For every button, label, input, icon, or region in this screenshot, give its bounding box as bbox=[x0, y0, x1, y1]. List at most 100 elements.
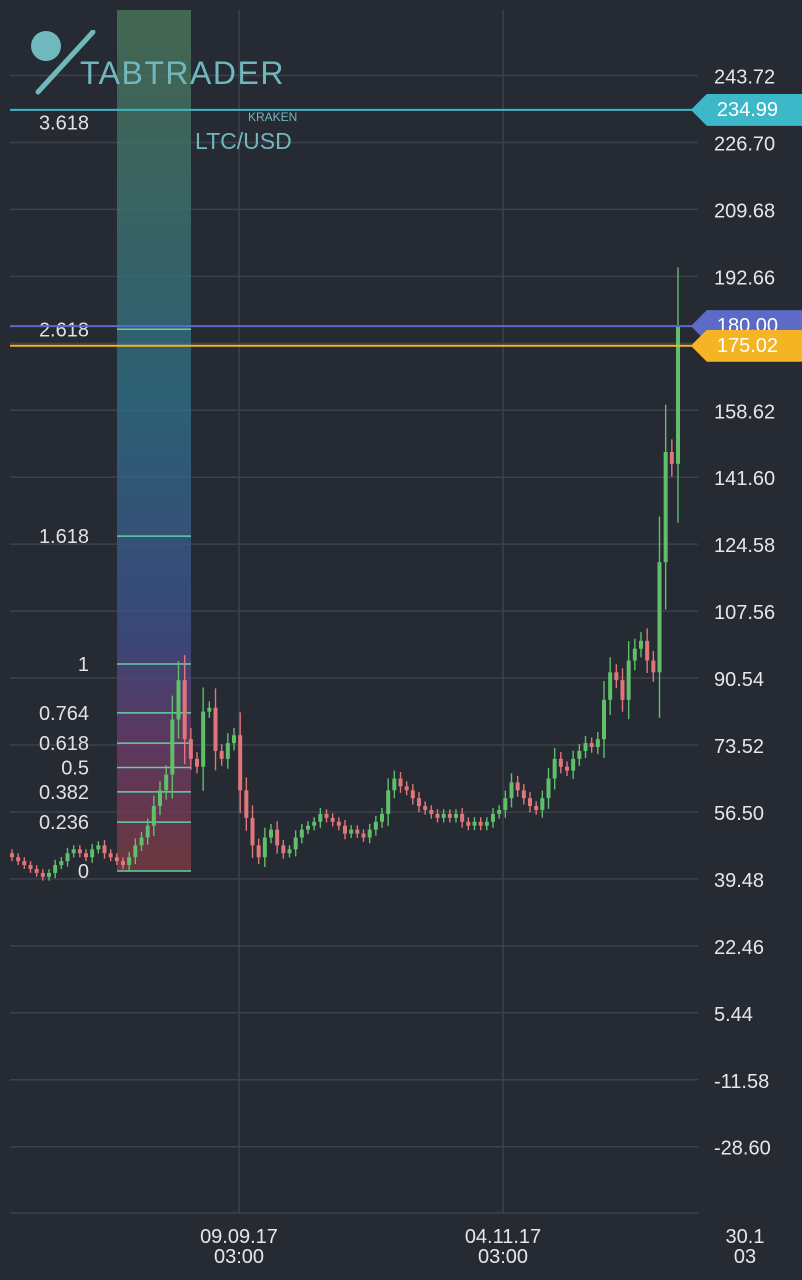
candle-body bbox=[281, 845, 286, 854]
candle-body bbox=[349, 829, 354, 834]
candle-body bbox=[145, 825, 150, 838]
candle-body bbox=[565, 766, 569, 771]
candle-body bbox=[540, 798, 545, 810]
candle-body bbox=[244, 790, 249, 818]
candle-body bbox=[114, 857, 119, 862]
candle-body bbox=[16, 857, 21, 862]
candle-body bbox=[219, 750, 224, 759]
candle-body bbox=[312, 821, 317, 826]
candle-body bbox=[262, 837, 267, 858]
y-tick-label: 192.66 bbox=[714, 267, 775, 289]
candle-body bbox=[361, 833, 366, 838]
candle-body bbox=[343, 825, 347, 834]
candle-body bbox=[238, 735, 243, 791]
candle-body bbox=[534, 806, 539, 810]
fib-level-label: 0.382 bbox=[39, 782, 89, 804]
candle-body bbox=[306, 825, 310, 830]
y-tick-label: -11.58 bbox=[714, 1071, 769, 1093]
candle-body bbox=[398, 778, 403, 787]
candle-body bbox=[645, 640, 650, 661]
candle-body bbox=[608, 672, 613, 700]
candle-body bbox=[336, 821, 341, 826]
candle-body bbox=[626, 660, 631, 700]
trading-pair[interactable]: LTC/USD bbox=[195, 128, 292, 154]
fib-level-label: 3.618 bbox=[39, 112, 89, 134]
candle-body bbox=[256, 845, 261, 858]
candle-body bbox=[663, 452, 668, 563]
y-tick-label: 107.56 bbox=[714, 602, 775, 624]
price-tag-yellow[interactable]: 175.02 bbox=[690, 329, 802, 362]
fibonacci-zone[interactable] bbox=[117, 10, 191, 871]
candle-body bbox=[392, 778, 397, 791]
candle-body bbox=[484, 821, 489, 826]
candle-body bbox=[121, 861, 125, 866]
candle-body bbox=[40, 872, 45, 877]
candle-body bbox=[330, 817, 335, 822]
candle-body bbox=[188, 739, 193, 759]
brand-name: TABTRADER bbox=[80, 55, 285, 91]
candle-body bbox=[10, 853, 14, 858]
candle-body bbox=[108, 853, 113, 858]
candles bbox=[10, 267, 680, 881]
fib-level-label: 0 bbox=[78, 861, 89, 883]
candle-body bbox=[287, 849, 292, 854]
candle-body bbox=[602, 699, 606, 740]
candle-body bbox=[466, 821, 471, 826]
candle-body bbox=[546, 778, 551, 799]
candle-body bbox=[275, 829, 280, 846]
candle-body bbox=[139, 837, 144, 846]
candle-body bbox=[59, 861, 64, 866]
candle-body bbox=[429, 809, 434, 814]
candle-body bbox=[34, 868, 39, 873]
fib-level-label: 2.618 bbox=[39, 319, 89, 341]
y-tick-label: 73.52 bbox=[714, 736, 764, 758]
y-tick-label: 39.48 bbox=[714, 870, 764, 892]
candle-body bbox=[460, 813, 465, 822]
y-tick-label: 209.68 bbox=[714, 200, 775, 222]
candle-body bbox=[639, 640, 643, 649]
price-tag-cyan[interactable]: 234.99 bbox=[690, 93, 802, 126]
x-tick-time: 03:00 bbox=[214, 1246, 264, 1268]
candle-body bbox=[28, 865, 33, 869]
fib-level-label: 0.236 bbox=[39, 812, 89, 834]
y-tick-label: 141.60 bbox=[714, 468, 775, 490]
candle-body bbox=[515, 782, 520, 791]
candle-body bbox=[213, 707, 218, 751]
x-tick-date: 09.09.17 bbox=[200, 1226, 278, 1248]
candle-body bbox=[577, 750, 582, 759]
candle-body bbox=[441, 813, 446, 818]
candle-body bbox=[676, 326, 680, 464]
candle-body bbox=[478, 821, 483, 826]
candle-body bbox=[447, 813, 452, 818]
candle-body bbox=[657, 562, 662, 673]
candle-body bbox=[373, 821, 378, 830]
candle-body bbox=[201, 711, 206, 767]
candle-body bbox=[583, 743, 588, 751]
candle-body bbox=[620, 680, 625, 700]
candle-body bbox=[503, 798, 508, 810]
fib-level-label: 0.764 bbox=[39, 703, 89, 725]
candle-body bbox=[102, 845, 107, 854]
candle-body bbox=[182, 680, 187, 740]
y-axis-labels: 243.72226.70209.68192.66175.64158.62141.… bbox=[714, 67, 775, 1160]
candle-body bbox=[595, 739, 600, 748]
candle-body bbox=[355, 829, 360, 834]
horizontal-lines[interactable] bbox=[10, 108, 698, 347]
candle-body bbox=[225, 743, 230, 759]
candle-body bbox=[47, 872, 51, 877]
candle-body bbox=[651, 660, 656, 673]
candle-body bbox=[497, 809, 502, 814]
y-tick-label: 243.72 bbox=[714, 67, 775, 89]
y-tick-label: -28.60 bbox=[714, 1138, 771, 1160]
y-tick-label: 90.54 bbox=[714, 669, 764, 691]
exchange-name: KRAKEN bbox=[248, 110, 298, 124]
y-tick-label: 226.70 bbox=[714, 133, 775, 155]
candle-body bbox=[454, 813, 458, 818]
candle-body bbox=[133, 845, 138, 858]
candle-body bbox=[589, 743, 594, 748]
x-tick-time: 03 bbox=[734, 1246, 756, 1268]
